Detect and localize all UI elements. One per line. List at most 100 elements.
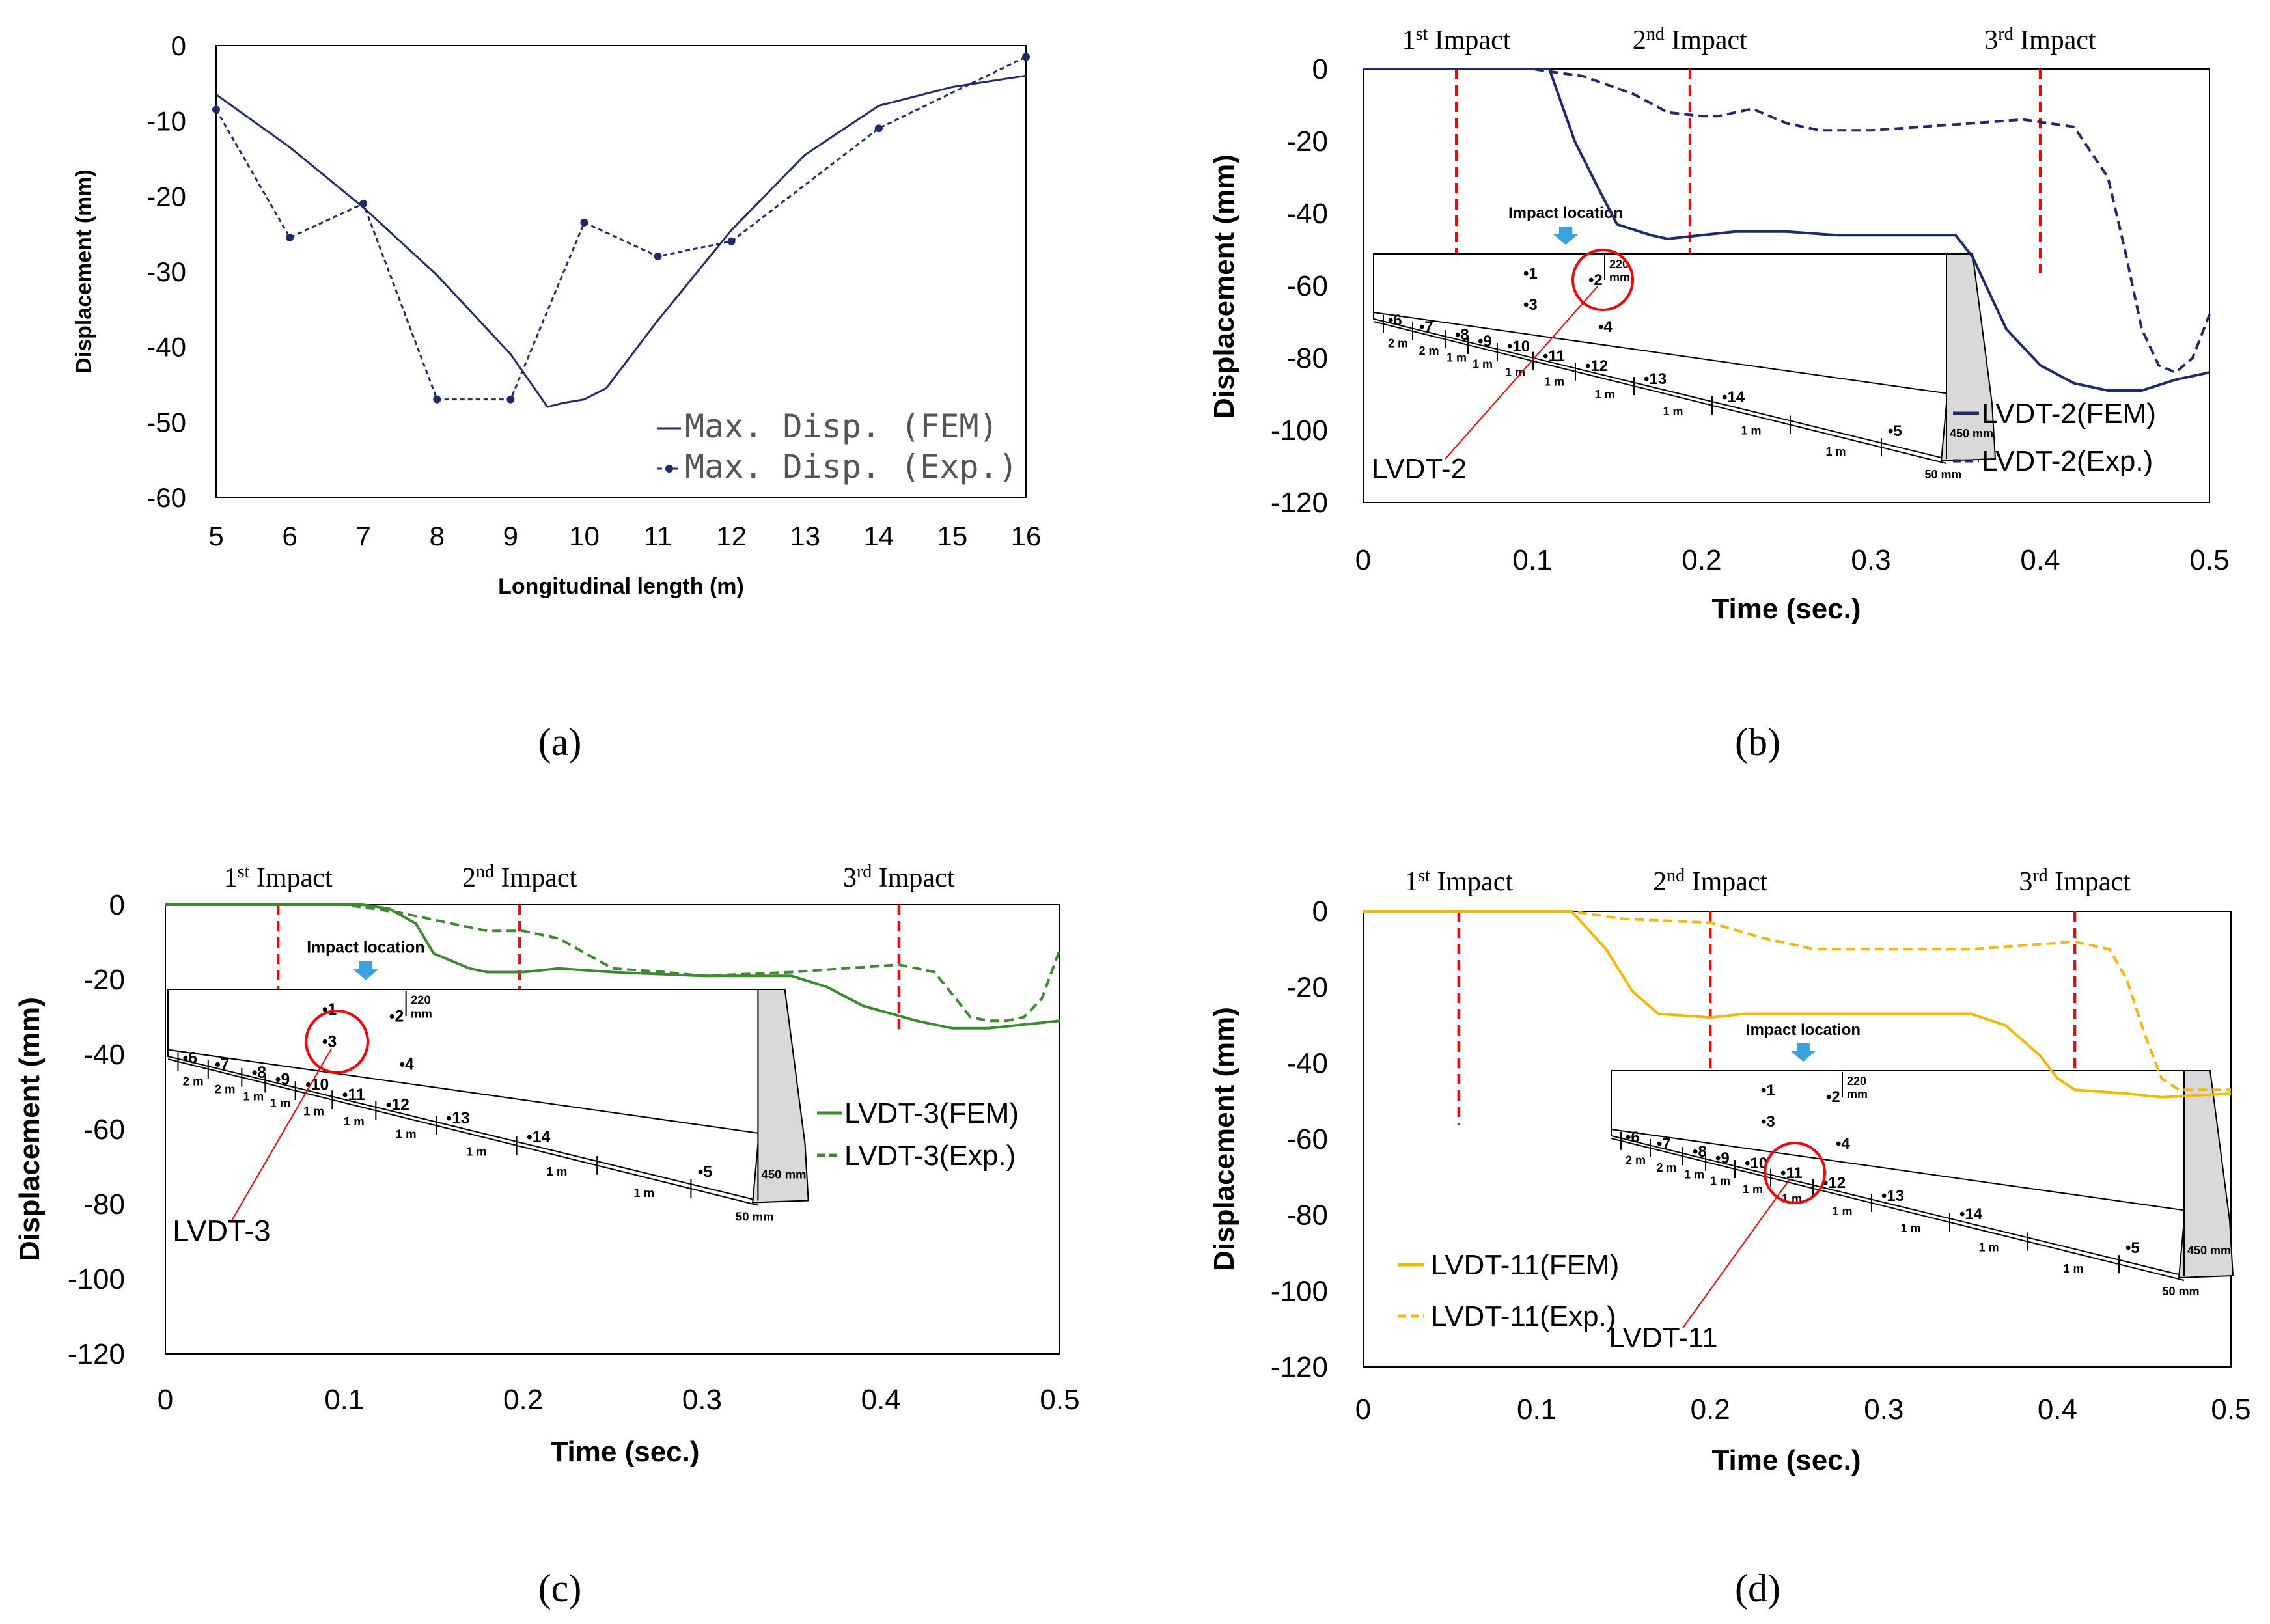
- dim-50-label: 50 mm: [1924, 468, 1961, 481]
- sensor-label-2: •2: [389, 1008, 404, 1025]
- sensor-label-1: •1: [322, 1001, 337, 1019]
- series-line-a-fem: [215, 74, 1027, 408]
- y-tick-label-a: -20: [146, 181, 186, 212]
- spacing-label: 1 m: [546, 1164, 567, 1178]
- x-tick-label-b: 0.4: [2020, 544, 2060, 576]
- x-tick-label-a: 5: [208, 521, 223, 551]
- data-point-a: [580, 218, 588, 227]
- panel-c: Displacement (mm) Time (sec.) 0 0.1 0.2 0.3…: [14, 862, 1080, 1610]
- x-tick-label-c: 0.1: [324, 1384, 364, 1416]
- x-tick-label-a: 12: [716, 521, 747, 551]
- sensor-label-10: •10: [1745, 1155, 1767, 1172]
- spacing-label: 2 m: [215, 1082, 236, 1096]
- panel-a: Displacement (mm) Longitudinal length (m…: [72, 31, 1041, 764]
- sensor-label-5: •5: [2125, 1239, 2140, 1257]
- data-point-a: [654, 252, 662, 260]
- dim-220-label: 220: [1609, 258, 1629, 271]
- impact-label-third-c: 3rd Impact: [843, 862, 955, 893]
- ylabel-b: Displacement (mm): [1208, 154, 1240, 419]
- x-tick-label-d: 0.1: [1517, 1394, 1557, 1425]
- spacing-label: 1 m: [2063, 1262, 2083, 1275]
- barrier-base-edge: [167, 1049, 758, 1202]
- subfigure-label-c: (c): [538, 1567, 582, 1610]
- impact-label-second-d: 2nd Impact: [1653, 866, 1767, 897]
- impact-label-second-b: 2nd Impact: [1633, 24, 1747, 55]
- dim-mm-label: mm: [1847, 1088, 1868, 1101]
- y-tick-label-a: -60: [146, 482, 186, 513]
- series-c: [165, 903, 1061, 1030]
- data-point-a: [359, 199, 368, 208]
- x-tick-label-d: 0.3: [1864, 1394, 1903, 1425]
- legend-d-fem: LVDT-11(FEM): [1431, 1249, 1619, 1281]
- y-tick-label-a: 0: [171, 31, 186, 61]
- dim-mm-label: mm: [411, 1006, 432, 1020]
- sensor-label-12: •12: [1823, 1174, 1846, 1192]
- dim-mm-label: mm: [1609, 271, 1630, 284]
- x-tick-label-a: 9: [503, 521, 518, 551]
- legend-d-exp: LVDT-11(Exp.): [1431, 1301, 1616, 1332]
- sensor-label-3: •3: [322, 1034, 337, 1051]
- sensor-label-11: •11: [342, 1086, 365, 1104]
- spacing-label: 1 m: [1594, 388, 1614, 401]
- impact-label-first-b: 1st Impact: [1402, 24, 1511, 55]
- spacing-label: 1 m: [1743, 1183, 1763, 1196]
- highlight-circle-icon: [305, 1009, 369, 1074]
- sensor-label-11: •11: [1780, 1164, 1803, 1182]
- data-point-a: [506, 395, 515, 404]
- x-tick-label-b: 0.2: [1682, 544, 1721, 576]
- subfigure-label-a: (a): [538, 721, 582, 764]
- sensor-label-4: •4: [1836, 1135, 1850, 1153]
- spacing-label: 1 m: [303, 1105, 324, 1118]
- x-tick-label-d: 0.4: [2038, 1394, 2077, 1425]
- impact-location-label: Impact location: [1508, 204, 1623, 222]
- x-tick-label-b: 0.3: [1851, 544, 1890, 576]
- series-line-a-exp: [215, 55, 1027, 401]
- spacing-label: 1 m: [396, 1127, 417, 1141]
- y-tick-label-c: -60: [83, 1114, 125, 1146]
- barrier-base-line: [167, 1058, 758, 1206]
- barrier-face: [167, 988, 786, 1138]
- series-d: [1363, 910, 2232, 1099]
- spacing-label: 2 m: [1626, 1153, 1646, 1166]
- sensor-label-13: •13: [446, 1110, 469, 1127]
- sensor-label-7: •7: [1657, 1135, 1671, 1153]
- y-tick-label-b: 0: [1312, 53, 1328, 85]
- panel-d: Displacement (mm) Time (sec.) 0 0.1 0.2 0.3…: [1208, 866, 2251, 1610]
- sensor-label-9: •9: [275, 1071, 290, 1088]
- series-line-b-fem: [1363, 68, 2210, 392]
- sensor-label-6: •6: [183, 1049, 197, 1067]
- ticks-b: 0 0.1 0.2 0.3 0.4 0.5 0 -20 -40 -60 -80 -100 -120: [1271, 53, 2230, 576]
- y-tick-label-c: -40: [83, 1039, 125, 1071]
- legend-b: LVDT-2(FEM) LVDT-2(Exp.): [1953, 398, 2156, 477]
- sensor-label-3: •3: [1761, 1113, 1775, 1131]
- dim-220-label: 220: [1847, 1075, 1866, 1088]
- sensor-label-12: •12: [386, 1096, 409, 1114]
- impact-labels-d: 1st Impact 2nd Impact 3rd Impact: [1404, 866, 2131, 897]
- x-tick-label-a: 15: [937, 521, 968, 551]
- y-tick-label-c: -20: [83, 964, 125, 996]
- y-tick-label-b: -100: [1271, 415, 1328, 447]
- dim-450-label: 450 mm: [2187, 1244, 2231, 1257]
- barrier-face: [1373, 253, 1973, 398]
- impact-location-label: Impact location: [307, 939, 424, 956]
- x-tick-label-a: 16: [1011, 521, 1042, 551]
- plot-area-a: [215, 45, 1027, 498]
- sensor-arrow: [1445, 286, 1598, 460]
- y-tick-label-d: -40: [1286, 1047, 1328, 1079]
- sensor-label-14: •14: [527, 1129, 550, 1146]
- sensor-label-5: •5: [1888, 422, 1902, 440]
- sensor-label-2: •2: [1588, 271, 1603, 289]
- sensor-label-14: •14: [1722, 389, 1745, 406]
- impact-label-third-b: 3rd Impact: [1984, 24, 2096, 55]
- spacing-label: 1 m: [270, 1096, 291, 1110]
- impact-label-first-d: 1st Impact: [1404, 866, 1513, 897]
- sensor-callout-label: LVDT-3: [173, 1214, 270, 1247]
- impact-arrow-icon: [1791, 1043, 1816, 1062]
- data-point-a: [286, 233, 294, 241]
- data-point-a: [727, 237, 736, 245]
- x-tick-label-a: 10: [569, 521, 600, 551]
- highlight-circle-icon: [1764, 1142, 1826, 1204]
- x-tick-label-a: 8: [430, 521, 445, 551]
